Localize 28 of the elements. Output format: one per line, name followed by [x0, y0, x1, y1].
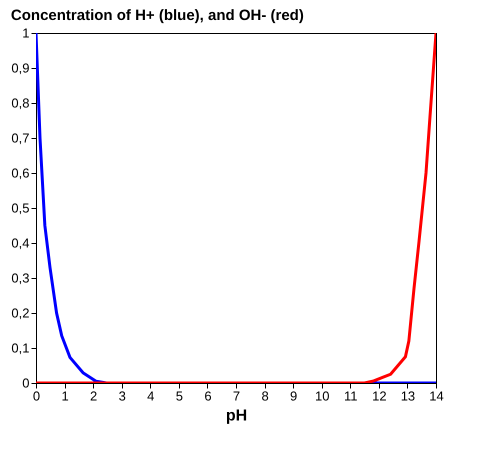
chart-title: Concentration of H+ (blue), and OH- (red)	[10, 7, 304, 24]
x-tick-label: 11	[344, 388, 358, 404]
y-tick-label: 0,8	[11, 96, 30, 110]
y-tick-label: 1	[22, 26, 30, 40]
y-tick-label: 0,4	[11, 236, 30, 250]
x-axis-title: pH	[226, 408, 248, 424]
x-tick-label: 1	[61, 388, 69, 404]
x-tick-label: 2	[90, 388, 98, 404]
x-tick-label: 5	[176, 388, 183, 404]
x-tick-label: 7	[232, 388, 240, 404]
x-tick-label: 6	[204, 388, 212, 404]
x-tick-label: 12	[372, 388, 387, 404]
x-tick-label: 13	[400, 388, 416, 404]
x-tick-label: 4	[147, 388, 154, 404]
y-tick-label: 0,3	[11, 270, 30, 286]
y-tick-label: 0,1	[11, 340, 30, 356]
y-tick-label: 0	[22, 376, 30, 390]
y-tick-label: 0,7	[11, 130, 30, 146]
x-tick-label: 8	[261, 388, 269, 404]
x-tick-label: 9	[290, 388, 298, 404]
y-tick-label: 0,5	[11, 200, 30, 216]
x-tick-label: 3	[118, 388, 126, 404]
x-tick-label: 10	[314, 388, 330, 404]
x-tick-label: 14	[429, 388, 444, 404]
y-tick-label: 0,9	[11, 60, 30, 76]
x-tick-label: 0	[32, 388, 40, 404]
y-tick-label: 0,6	[11, 166, 30, 180]
y-tick-label: 0,2	[11, 306, 30, 320]
